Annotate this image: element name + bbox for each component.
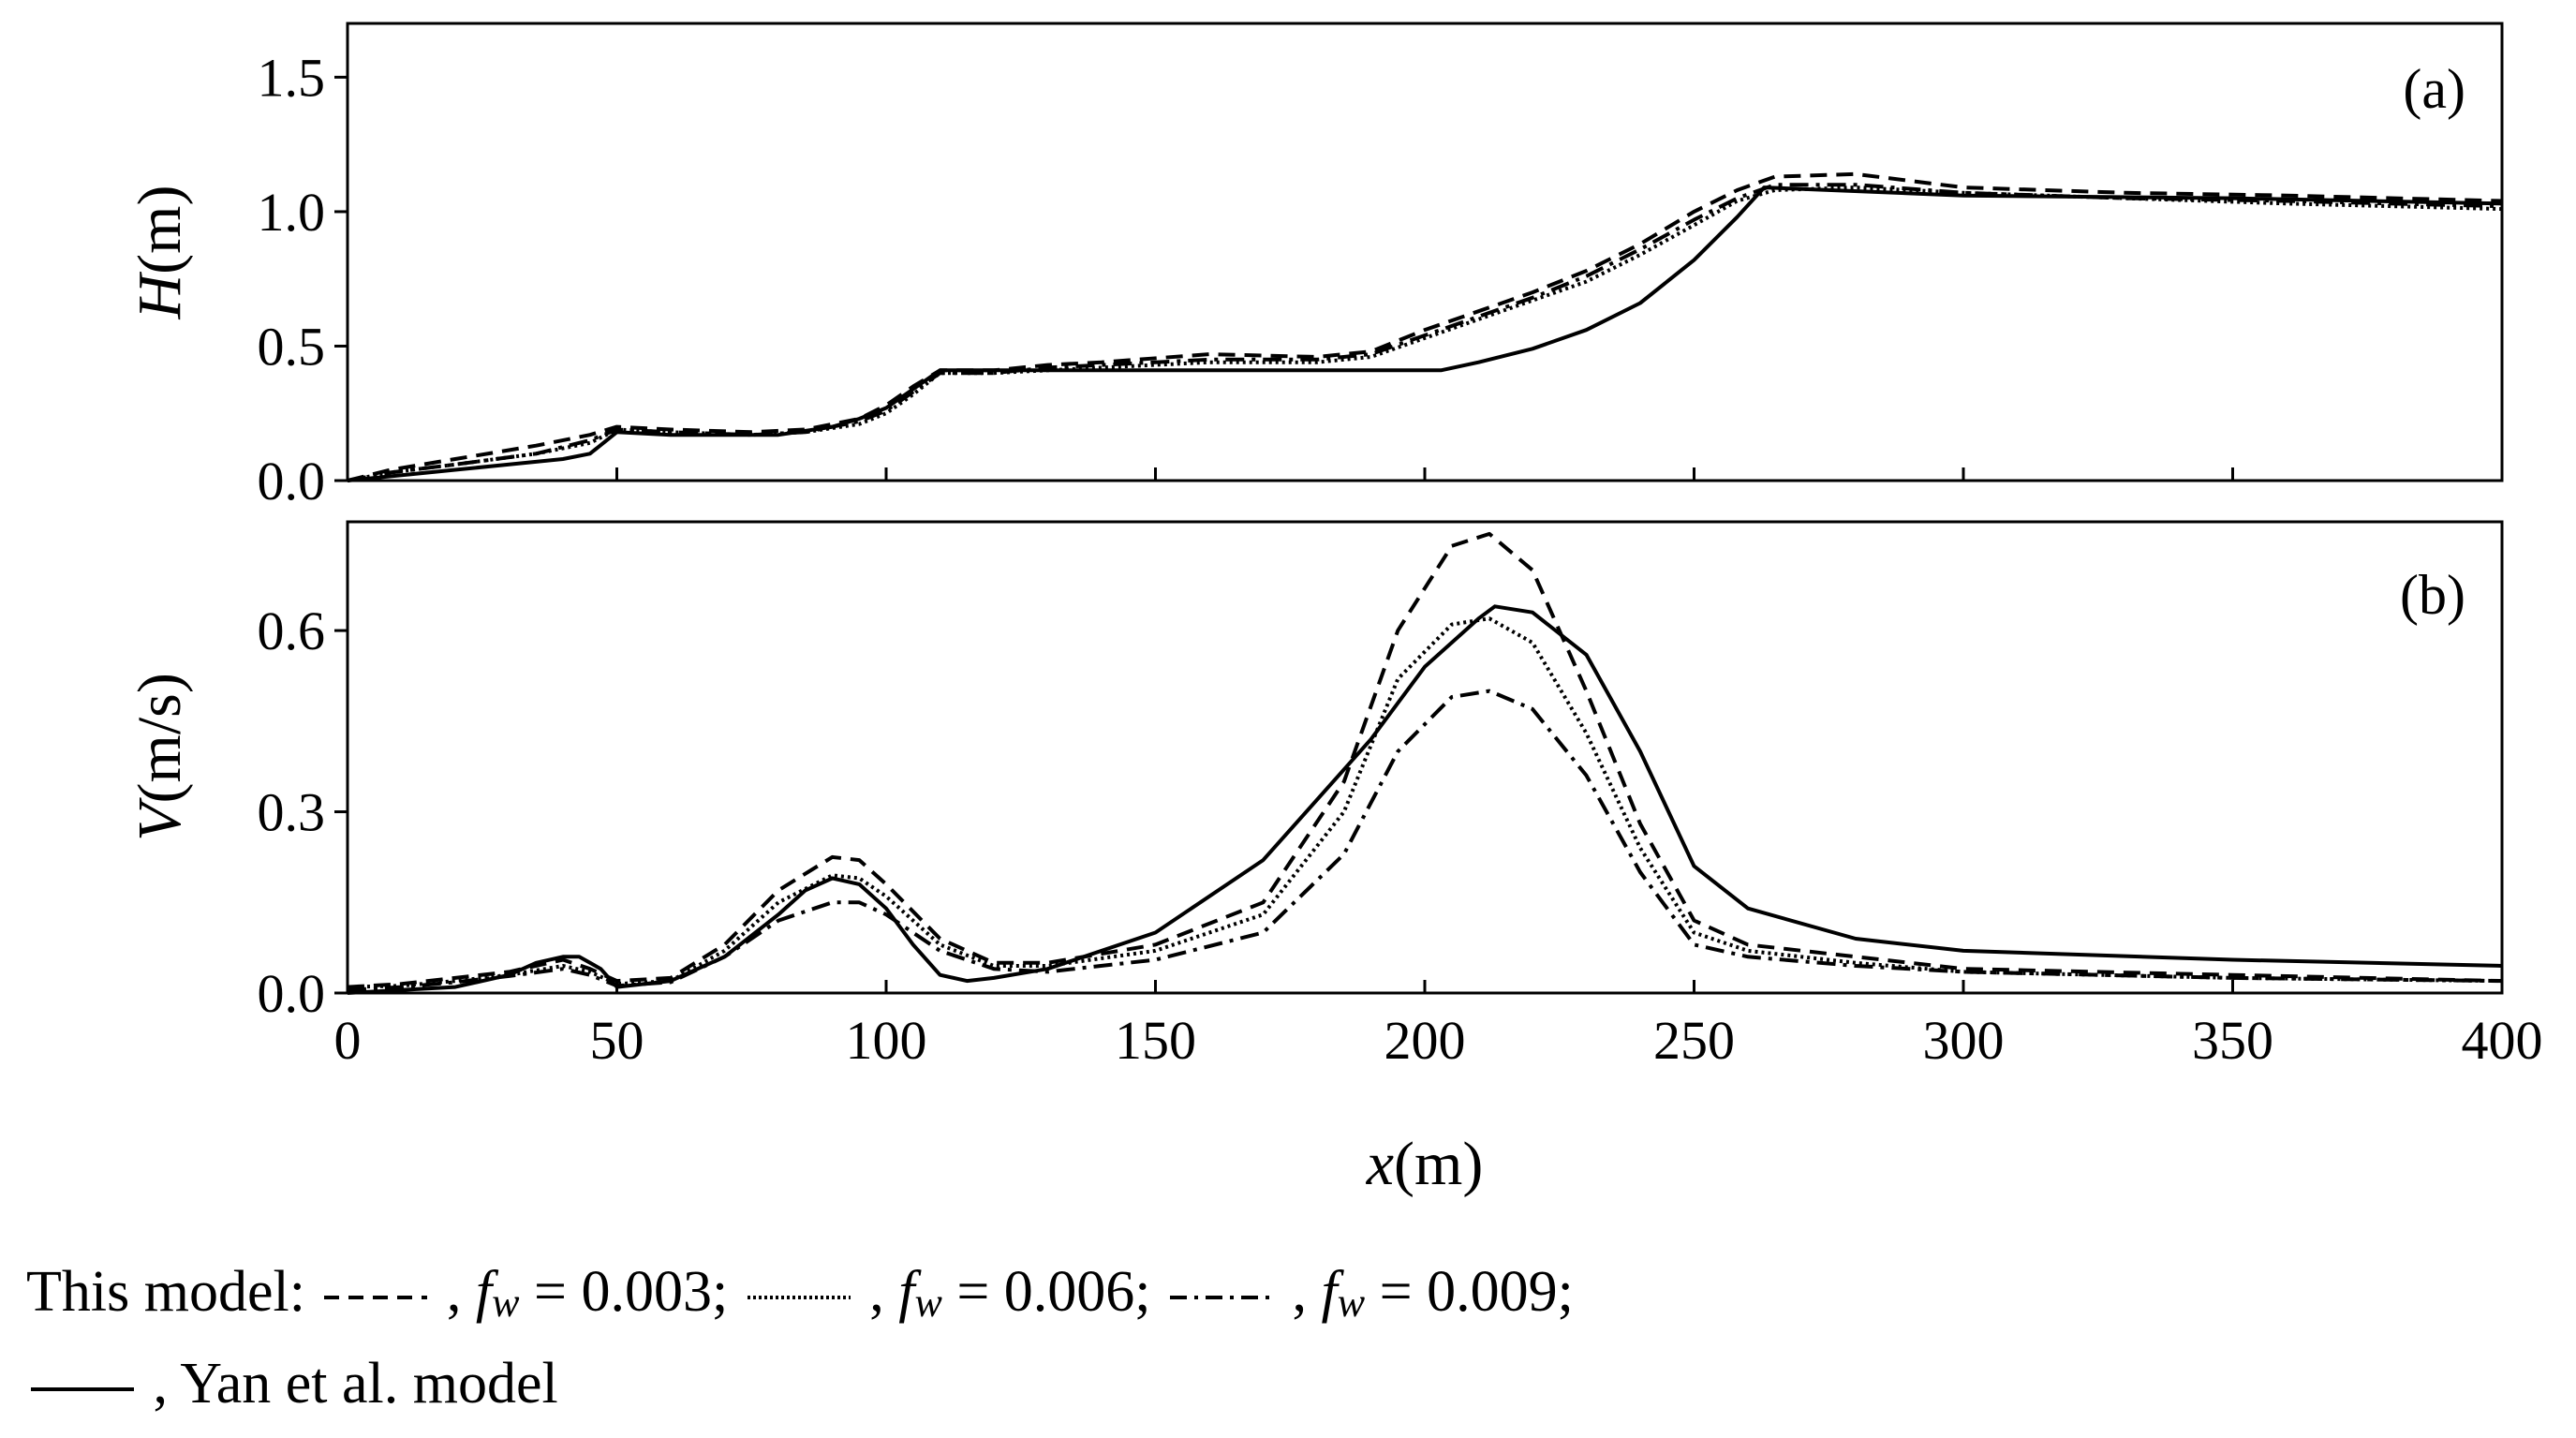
panel-a: 0.0 0.5 1.0 1.5 (a) H(m) — [126, 22, 2504, 511]
legend-eq-1: = 0.003; — [534, 1260, 729, 1324]
x-tick-label: 150 — [1115, 1010, 1196, 1071]
y-tick-label: 0.0 — [258, 963, 326, 1024]
y-tick-label: 0.3 — [258, 782, 326, 843]
panel-b-frame — [346, 520, 2504, 995]
series-line-solid — [347, 604, 2503, 995]
x-tick-label: 0 — [334, 1010, 362, 1071]
legend-sep-1: , — [446, 1260, 462, 1324]
series-line-dashdot — [347, 689, 2503, 992]
y-tick-label: 0.6 — [258, 600, 326, 661]
panel-b-y-label-var: V — [126, 797, 194, 841]
y-tick-label: 1.5 — [258, 47, 326, 108]
series-line-dotted — [347, 616, 2503, 989]
legend-var-2: f — [898, 1260, 915, 1324]
series-line-solid — [347, 185, 2503, 482]
x-axis-label: x(m) — [1366, 1130, 1484, 1198]
x-tick-label: 350 — [2192, 1010, 2273, 1071]
panel-b-series — [347, 531, 2503, 995]
x-tick-label: 400 — [2462, 1010, 2543, 1071]
panel-a-series — [347, 171, 2503, 482]
legend-yan-label: , Yan et al. model — [153, 1352, 558, 1416]
panel-a-x-ticks — [346, 467, 2504, 481]
x-axis-label-var: x — [1366, 1130, 1394, 1198]
panel-a-y-label-var: H — [126, 271, 194, 319]
legend-dashdot-line-icon — [1170, 1295, 1274, 1299]
x-tick-label: 100 — [846, 1010, 927, 1071]
legend-sub-2: w — [914, 1280, 942, 1326]
legend-var-1: f — [475, 1260, 493, 1324]
panel-a-tag: (a) — [2403, 58, 2465, 120]
legend-sub-1: w — [492, 1280, 520, 1326]
legend-eq-3: = 0.009; — [1379, 1260, 1574, 1324]
panel-b-x-ticks: 0 50 100 150 200 250 300 350 400 — [334, 980, 2543, 1071]
panel-a-y-label: H(m) — [126, 185, 194, 320]
legend-var-3: f — [1321, 1260, 1338, 1324]
legend-row-1: This model: , fw = 0.003; , fw = 0.006; … — [26, 1263, 1574, 1324]
panel-a-frame — [346, 22, 2504, 482]
x-tick-label: 300 — [1923, 1010, 2005, 1071]
legend-prefix: This model: — [26, 1260, 305, 1324]
panel-b-y-label: V(m/s) — [126, 673, 194, 841]
legend-eq-2: = 0.006; — [956, 1260, 1151, 1324]
x-tick-label: 50 — [590, 1010, 644, 1071]
legend-dotted-line-icon — [747, 1295, 851, 1299]
series-line-dotted — [347, 185, 2503, 482]
y-tick-label: 1.0 — [258, 182, 326, 243]
legend-row-2: , Yan et al. model — [26, 1355, 558, 1413]
panel-b-tag: (b) — [2400, 564, 2465, 626]
panel-a-y-ticks: 0.0 0.5 1.0 1.5 — [258, 47, 348, 511]
x-tick-label: 200 — [1384, 1010, 1466, 1071]
panel-b-y-label-unit: (m/s) — [126, 673, 194, 803]
y-tick-label: 0.0 — [258, 451, 326, 511]
legend-sub-3: w — [1337, 1280, 1366, 1326]
legend-dashed-line-icon — [324, 1295, 428, 1299]
panel-b-y-ticks: 0.0 0.3 0.6 — [258, 600, 348, 1024]
series-line-dashed — [347, 171, 2503, 482]
legend-solid-line-icon — [31, 1386, 134, 1391]
series-line-dashed — [347, 531, 2503, 989]
legend-sep-3: , — [1292, 1260, 1308, 1324]
x-axis-label-unit: (m) — [1394, 1130, 1483, 1198]
x-tick-label: 250 — [1653, 1010, 1735, 1071]
panel-a-y-label-unit: (m) — [126, 185, 194, 274]
y-tick-label: 0.5 — [258, 316, 326, 377]
legend-sep-2: , — [869, 1260, 884, 1324]
panel-b: 0.0 0.3 0.6 0 50 100 150 200 250 300 350 400 (b) V… — [126, 520, 2543, 1198]
